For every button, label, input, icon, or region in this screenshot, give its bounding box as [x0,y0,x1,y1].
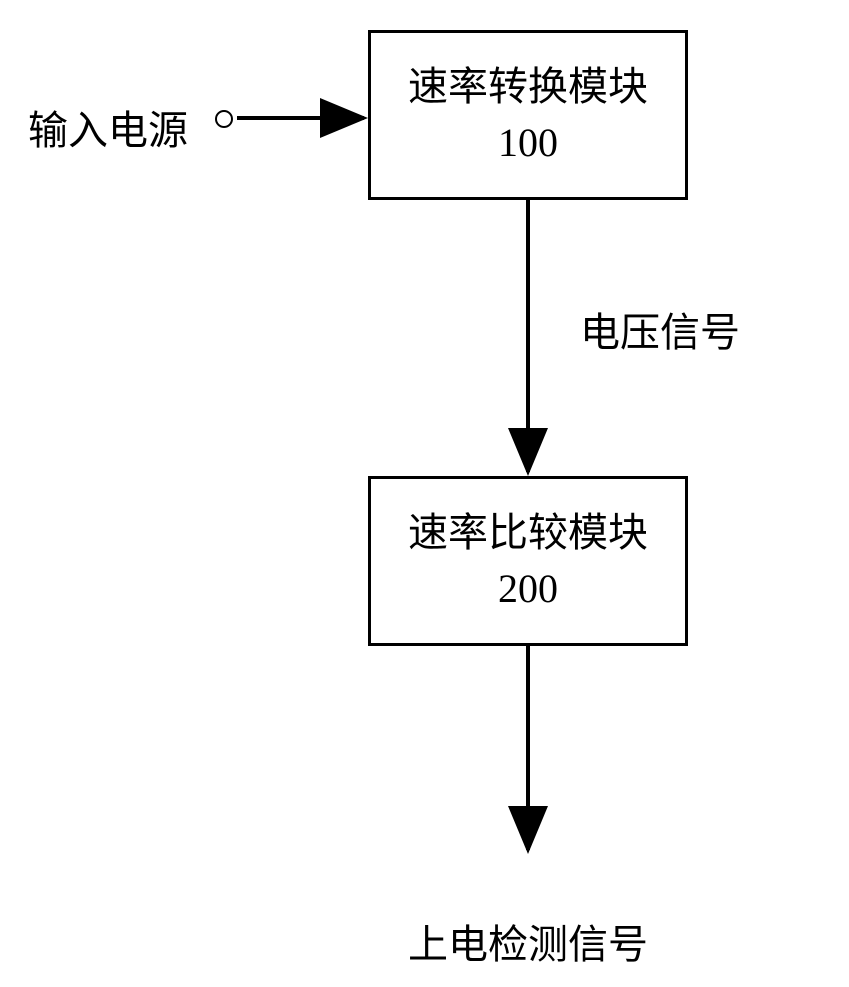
flowchart-diagram: 输入电源 速率转换模块 100 电压信号 速率比较模块 200 上电检测信号 [0,0,849,987]
power-on-detect-signal-label: 上电检测信号 [408,912,648,970]
rate-convert-title: 速率转换模块 [408,59,648,115]
voltage-signal-label: 电压信号 [580,300,740,358]
rate-compare-number: 200 [498,561,558,617]
rate-compare-title: 速率比较模块 [408,505,648,561]
rate-compare-module-box: 速率比较模块 200 [368,476,688,646]
rate-convert-number: 100 [498,115,558,171]
rate-convert-module-box: 速率转换模块 100 [368,30,688,200]
